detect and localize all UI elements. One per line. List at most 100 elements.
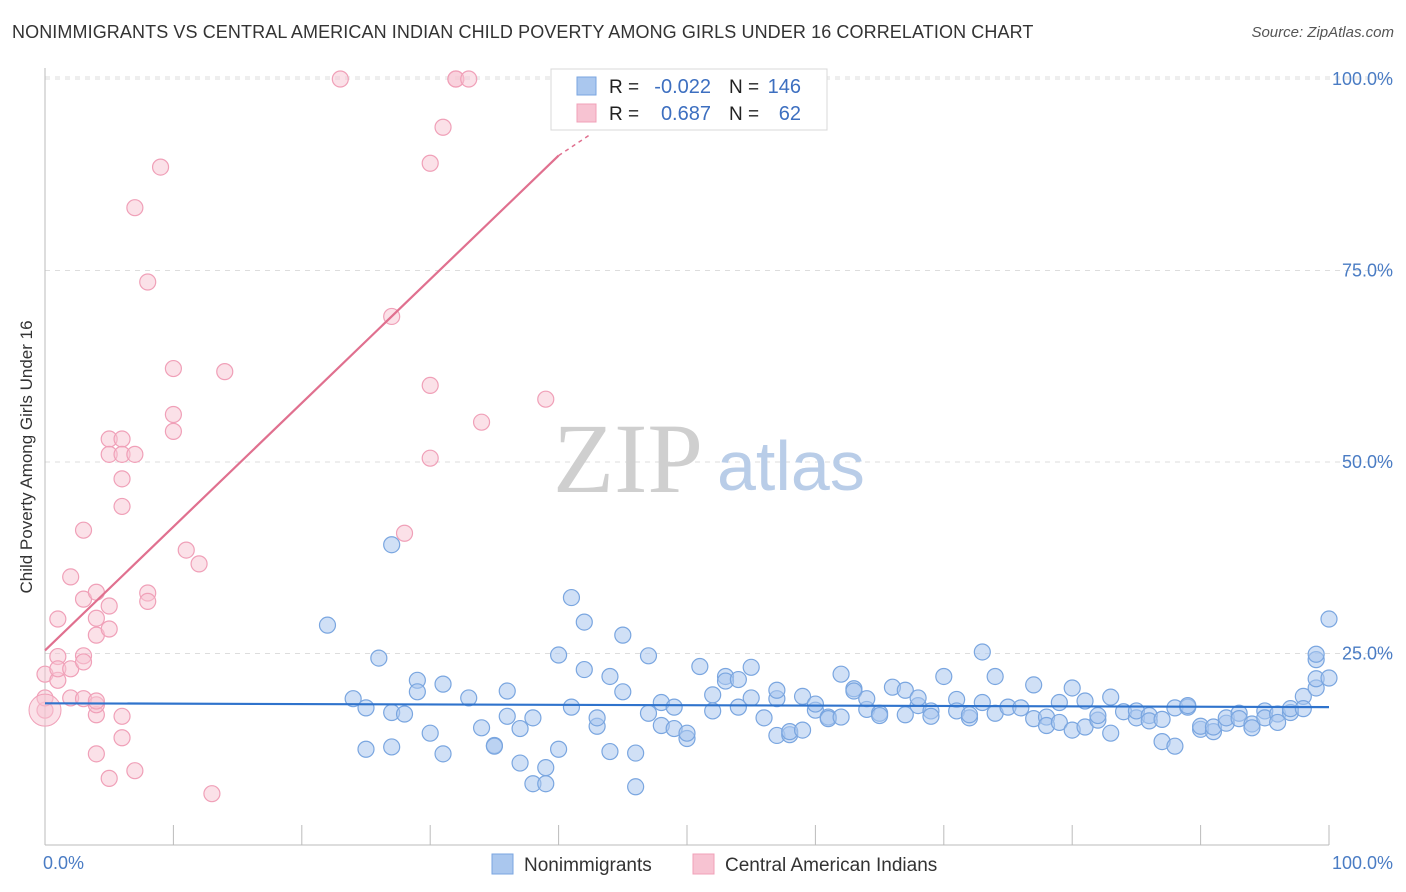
data-point-central-american-indians	[190, 555, 208, 573]
data-point-nonimmigrants	[1269, 713, 1287, 732]
trend-line-nonimmigrants	[44, 702, 1330, 709]
data-point-nonimmigrants	[755, 709, 773, 727]
stats-swatch	[576, 103, 597, 123]
data-point-central-american-indians	[74, 653, 93, 671]
stats-r-value: 0.687	[661, 103, 711, 125]
data-point-central-american-indians	[100, 597, 118, 615]
data-point-central-american-indians	[126, 199, 144, 217]
legend-swatch-nonimmigrants[interactable]	[491, 853, 514, 875]
data-point-nonimmigrants	[575, 613, 593, 631]
data-point-nonimmigrants	[472, 719, 491, 737]
data-point-nonimmigrants	[1320, 669, 1338, 687]
data-point-nonimmigrants	[1102, 724, 1120, 742]
data-point-nonimmigrants	[498, 682, 516, 700]
data-point-nonimmigrants	[832, 708, 850, 726]
watermark-zip: ZIP	[553, 403, 703, 514]
x-tick-labels: 0.0% 100.0%	[43, 853, 1393, 873]
data-point-nonimmigrants	[370, 649, 388, 667]
data-point-nonimmigrants	[408, 683, 426, 701]
data-point-nonimmigrants	[870, 706, 889, 725]
data-point-nonimmigrants	[421, 724, 439, 742]
data-point-central-american-indians	[62, 568, 80, 586]
stats-r-label: R =	[609, 77, 639, 98]
data-point-central-american-indians	[434, 118, 452, 136]
data-point-nonimmigrants	[395, 705, 414, 723]
data-point-nonimmigrants	[768, 681, 786, 699]
data-point-central-american-indians	[164, 405, 182, 424]
data-point-nonimmigrants	[575, 660, 593, 679]
data-point-nonimmigrants	[1050, 693, 1068, 712]
data-point-nonimmigrants	[742, 689, 760, 707]
data-point-nonimmigrants	[434, 745, 452, 763]
data-point-nonimmigrants	[434, 675, 452, 693]
data-point-central-american-indians	[139, 592, 157, 611]
y-axis-title: Child Poverty Among Girls Under 16	[17, 320, 36, 593]
data-point-nonimmigrants	[549, 646, 568, 664]
data-point-nonimmigrants	[524, 709, 542, 727]
data-point-central-american-indians	[126, 762, 144, 780]
data-point-nonimmigrants	[627, 778, 645, 796]
watermark: ZIP atlas	[553, 403, 865, 514]
x-tick-label: 100.0%	[1332, 853, 1393, 873]
data-point-nonimmigrants	[1012, 699, 1030, 717]
data-point-nonimmigrants	[896, 681, 914, 699]
series-central-american-indians-points	[28, 70, 555, 803]
data-point-central-american-indians	[151, 158, 170, 176]
legend-label-nonimmigrants[interactable]: Nonimmigrants	[524, 855, 652, 876]
stats-n-value: 62	[779, 103, 801, 125]
legend-swatch-central-american-indians[interactable]	[692, 853, 715, 875]
stats-r-label: R =	[609, 104, 639, 125]
data-point-nonimmigrants	[537, 759, 555, 777]
data-point-central-american-indians	[177, 541, 195, 559]
data-point-nonimmigrants	[858, 690, 876, 708]
data-point-nonimmigrants	[639, 647, 658, 665]
stats-swatch	[576, 76, 597, 96]
data-point-nonimmigrants	[729, 698, 747, 716]
data-point-nonimmigrants	[1307, 645, 1325, 663]
data-point-nonimmigrants	[973, 643, 991, 661]
data-point-nonimmigrants	[986, 667, 1004, 686]
data-point-central-american-indians	[74, 521, 93, 539]
data-point-central-american-indians	[87, 609, 105, 627]
data-point-central-american-indians	[203, 785, 221, 803]
data-point-nonimmigrants	[562, 698, 581, 716]
data-point-nonimmigrants	[357, 740, 375, 758]
stats-n-label: N =	[729, 104, 759, 125]
data-point-central-american-indians	[331, 70, 349, 88]
data-point-nonimmigrants	[562, 588, 581, 607]
data-point-nonimmigrants	[511, 719, 529, 738]
data-point-nonimmigrants	[383, 536, 401, 554]
data-point-nonimmigrants	[601, 742, 619, 761]
data-point-nonimmigrants	[922, 707, 940, 725]
data-point-nonimmigrants	[1294, 700, 1312, 718]
data-point-central-american-indians-large	[28, 693, 62, 727]
data-point-nonimmigrants	[704, 686, 722, 704]
data-point-nonimmigrants	[511, 754, 529, 772]
y-tick-label: 50.0%	[1342, 452, 1393, 472]
data-point-central-american-indians	[87, 583, 105, 601]
data-point-central-american-indians	[395, 524, 414, 542]
data-point-central-american-indians	[216, 363, 234, 381]
data-point-central-american-indians	[87, 692, 105, 710]
data-point-nonimmigrants	[793, 687, 812, 705]
data-point-nonimmigrants	[1050, 713, 1068, 732]
y-tick-label: 100.0%	[1332, 69, 1393, 89]
data-point-nonimmigrants	[1025, 676, 1043, 694]
data-point-central-american-indians	[100, 769, 118, 787]
watermark-atlas: atlas	[717, 427, 865, 505]
legend-label-central-american-indians[interactable]: Central American Indians	[725, 855, 937, 876]
data-point-nonimmigrants	[601, 667, 619, 686]
data-point-central-american-indians	[113, 729, 131, 747]
source-label: Source: ZipAtlas.com	[1251, 24, 1394, 41]
data-point-central-american-indians	[421, 376, 439, 394]
stats-legend-box: R = -0.022 N = 146 R = 0.687 N = 62	[550, 68, 828, 131]
data-point-nonimmigrants	[1076, 692, 1094, 710]
trend-lines	[44, 134, 1330, 709]
data-point-nonimmigrants	[1243, 719, 1261, 737]
data-point-central-american-indians	[87, 745, 105, 763]
stats-r-value: -0.022	[654, 76, 711, 98]
data-point-nonimmigrants	[344, 690, 362, 708]
gridlines	[45, 76, 1394, 654]
data-point-nonimmigrants	[357, 699, 375, 717]
data-point-nonimmigrants	[845, 682, 863, 700]
